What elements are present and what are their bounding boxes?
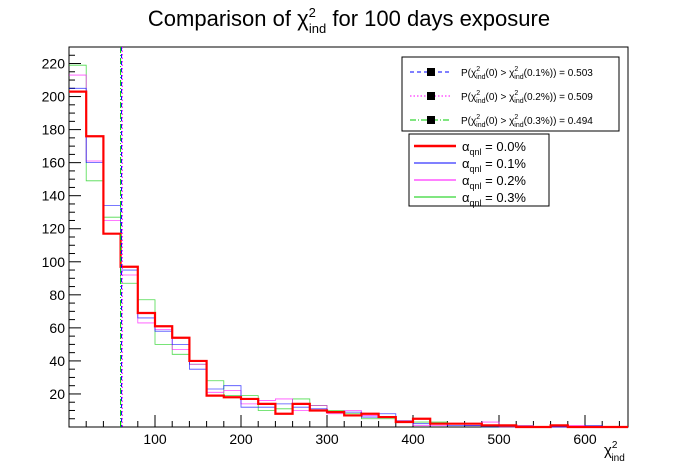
y-tick-label: 40 [49,353,65,369]
legend-series-text: αqnl = 0.2% [462,173,526,191]
title-text: Comparison of χ2 ind for 100 days exposur… [148,5,550,36]
legend-marker [427,116,435,124]
legend-probability-text: P(χ2 ind(0) > χ2 ind(0.2%)) = 0.509 [461,90,593,105]
threshold-lines [120,47,123,427]
histogram-series-0 [69,90,628,429]
x-tick-label: 500 [487,431,511,447]
y-tick-label: 20 [49,386,65,402]
y-tick-label: 140 [42,188,66,204]
y-tick-label: 60 [49,320,65,336]
x-tick-label: 200 [229,431,253,447]
y-tick-label: 220 [42,56,66,72]
y-tick-label: 160 [42,155,66,171]
legend-probabilities-box [401,56,620,132]
x-axis-label: χ2 ind [604,440,625,464]
axes: 20 40 60 80 100 120 140 160 180 200 220 100 200 300 40… [42,46,620,447]
chart-title: Comparison of χ2 ind for 100 days exposur… [148,5,550,36]
legend-probability-text: P(χ2 ind(0) > χ2 ind(0.3%)) = 0.494 [461,114,593,129]
y-tick-label: 180 [42,122,66,138]
y-tick-label: 80 [49,287,65,303]
x-axis-label-text: χ2 ind [604,440,625,464]
legend-series: αqnl = 0.0%αqnl = 0.1%αqnl = 0.2%αqnl = … [408,133,550,208]
x-tick-label: 400 [401,431,425,447]
legend-series-text: αqnl = 0.0% [462,139,526,157]
legend-probability-text: P(χ2 ind(0) > χ2 ind(0.1%)) = 0.503 [461,66,593,81]
y-tick-label: 100 [42,254,66,270]
series-layer [69,64,628,429]
x-tick-label: 300 [315,431,339,447]
legend-marker [427,68,435,76]
x-tick-label: 600 [573,431,597,447]
legend-series-text: αqnl = 0.1% [462,156,526,174]
legend-marker [427,92,435,100]
legend-probabilities: P(χ2 ind(0) > χ2 ind(0.1%)) = 0.503 P(χ2 ind… [401,56,620,132]
y-tick-label: 120 [42,221,66,237]
y-tick-label: 200 [42,89,66,105]
legend-series-text: αqnl = 0.3% [462,190,526,208]
x-tick-label: 100 [143,431,167,447]
